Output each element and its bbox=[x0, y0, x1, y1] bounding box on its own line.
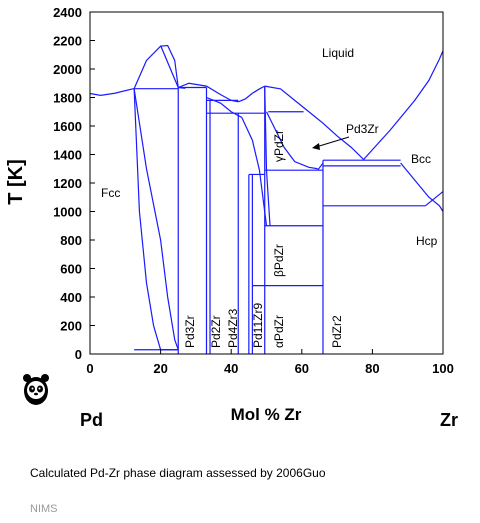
y-tick-label: 2400 bbox=[53, 5, 82, 20]
plot-frame bbox=[90, 12, 443, 354]
compound-label-pd4zr3: Pd4Zr3 bbox=[226, 308, 240, 348]
compound-label-gamma-pdzr: γPdZr bbox=[272, 130, 286, 162]
x-tick-label: 60 bbox=[295, 361, 309, 376]
y-tick-label: 600 bbox=[60, 262, 82, 277]
phase-boundary-curve-2 bbox=[134, 45, 178, 88]
phase-boundary-curve-13 bbox=[265, 86, 270, 226]
phase-diagram-chart: 0 20 40 60 80 1000200400600800100012001400160… bbox=[0, 0, 480, 460]
y-tick-label: 200 bbox=[60, 319, 82, 334]
phase-boundary-curve-15 bbox=[425, 192, 443, 206]
y-tick-label: 1600 bbox=[53, 119, 82, 134]
panda-logo bbox=[22, 373, 50, 407]
x-tick-label: 0 bbox=[86, 361, 93, 376]
compound-label-beta-pdzr: βPdZr bbox=[272, 244, 286, 277]
x-tick-label: 20 bbox=[153, 361, 167, 376]
y-tick-label: 2200 bbox=[53, 34, 82, 49]
phase-boundary-curve-9 bbox=[161, 45, 186, 88]
y-axis-label: T [K] bbox=[5, 159, 27, 205]
y-tick-label: 800 bbox=[60, 233, 82, 248]
phase-boundary-curve-3 bbox=[178, 83, 238, 102]
pd3zr-callout-arrowhead bbox=[312, 143, 320, 150]
phase-boundary-curve-11 bbox=[242, 117, 267, 225]
phase-boundaries bbox=[90, 45, 443, 354]
compound-label-alpha-pdzr: αPdZr bbox=[272, 315, 286, 348]
region-label-liquid: Liquid bbox=[322, 46, 354, 60]
phase-boundary-curve-4 bbox=[238, 86, 264, 102]
phase-boundary-curve-1 bbox=[90, 89, 134, 96]
y-tick-label: 1400 bbox=[53, 148, 82, 163]
x-tick-label: 100 bbox=[432, 361, 454, 376]
x-axis-left-element: Pd bbox=[80, 410, 103, 430]
compound-label-pdzr2: PdZr2 bbox=[330, 315, 344, 348]
phase-boundary-curve-14 bbox=[401, 163, 443, 211]
x-tick-label: 40 bbox=[224, 361, 238, 376]
region-label-bcc: Bcc bbox=[411, 152, 431, 166]
compound-label-pd3zr-callout: Pd3Zr bbox=[346, 122, 379, 136]
y-tick-label: 1000 bbox=[53, 205, 82, 220]
phase-boundary-segment-22 bbox=[318, 163, 323, 170]
y-tick-label: 400 bbox=[60, 290, 82, 305]
y-tick-label: 1800 bbox=[53, 91, 82, 106]
x-axis-right-element: Zr bbox=[440, 410, 458, 430]
region-label-hcp: Hcp bbox=[416, 234, 438, 248]
x-axis-label: Mol % Zr bbox=[231, 405, 302, 424]
x-tick-label: 80 bbox=[365, 361, 379, 376]
compound-label-pd2zr: Pd2Zr bbox=[209, 315, 223, 348]
y-tick-label: 0 bbox=[75, 347, 82, 362]
region-label-fcc: Fcc bbox=[101, 186, 120, 200]
credit-text: NIMS bbox=[30, 503, 58, 515]
y-tick-label: 2000 bbox=[53, 62, 82, 77]
compound-label-pd3zr: Pd3Zr bbox=[183, 315, 197, 348]
phase-boundary-curve-6 bbox=[364, 51, 443, 160]
compound-label-pd11zr9: Pd11Zr9 bbox=[251, 303, 265, 348]
figure-caption: Calculated Pd-Zr phase diagram assessed … bbox=[30, 466, 326, 480]
y-tick-label: 1200 bbox=[53, 176, 82, 191]
